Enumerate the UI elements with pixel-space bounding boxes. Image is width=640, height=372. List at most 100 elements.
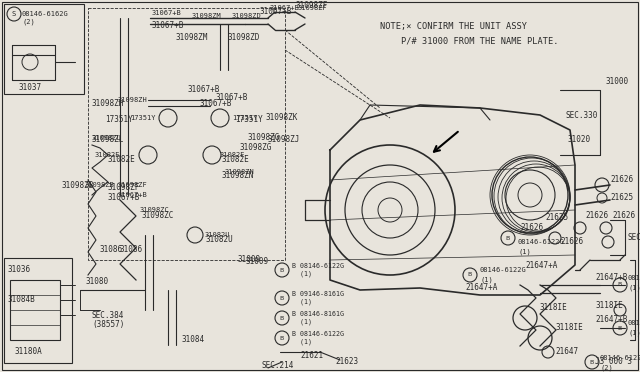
Text: 31082U: 31082U [205,235,233,244]
Text: 31067+B: 31067+B [108,193,140,202]
Text: 21647+A: 21647+A [525,260,557,269]
Text: SEC.311: SEC.311 [628,232,640,241]
Text: 17351Y: 17351Y [130,115,156,121]
Text: (2): (2) [600,365,612,371]
Text: 31067+B: 31067+B [215,93,248,103]
Text: 31067+B: 31067+B [152,20,184,29]
Bar [88,8,285,260]
Text: 21623: 21623 [335,357,358,366]
Text: 31098ZL: 31098ZL [92,135,124,144]
Text: J3 000 3: J3 000 3 [595,357,632,366]
Text: B: B [468,273,472,278]
Text: 31080: 31080 [85,278,108,286]
Text: 31098ZF: 31098ZF [108,183,140,192]
Text: 31098ZF: 31098ZF [118,182,148,188]
Text: 21625: 21625 [545,214,568,222]
Text: 21647+B: 21647+B [595,315,627,324]
Text: B 08146-6122G
  (1): B 08146-6122G (1) [292,331,344,345]
Text: B: B [280,315,284,321]
Text: 31098ZC: 31098ZC [142,211,174,219]
Text: 21647+A: 21647+A [465,283,497,292]
Text: B: B [590,359,594,365]
Text: 08146-6122G: 08146-6122G [518,239,564,245]
Text: 31082U: 31082U [205,232,230,238]
Text: 21647: 21647 [555,347,578,356]
Text: 31067+B: 31067+B [118,192,148,198]
Text: 31098ZF: 31098ZF [295,1,328,10]
Text: 31067+B: 31067+B [188,86,220,94]
Text: 31000: 31000 [605,77,628,87]
Text: 31098ZK: 31098ZK [265,113,298,122]
Text: 31009: 31009 [245,257,268,266]
Text: B: B [280,267,284,273]
Text: 21626: 21626 [560,237,583,247]
Text: 21647+B: 21647+B [595,273,627,282]
Text: 31036: 31036 [8,266,31,275]
Text: 31098ZB: 31098ZB [85,182,115,188]
Text: B 08146-6122G
  (1): B 08146-6122G (1) [292,263,344,277]
Text: 31009: 31009 [238,256,261,264]
Text: B: B [506,235,510,241]
Text: 31067+B: 31067+B [152,10,182,16]
Text: 3118IE: 3118IE [555,324,583,333]
Text: 31020: 31020 [568,135,591,144]
Text: 31086: 31086 [100,246,123,254]
Text: 21626: 21626 [585,211,608,219]
Bar [4,4,84,94]
Text: SEC.214: SEC.214 [262,360,294,369]
Text: NOTE;× CONFIRM THE UNIT ASSY
    P/# 31000 FROM THE NAME PLATE.: NOTE;× CONFIRM THE UNIT ASSY P/# 31000 F… [380,22,559,46]
Text: 08146-6122G: 08146-6122G [480,267,527,273]
Text: SEC.330: SEC.330 [565,110,597,119]
Text: (1): (1) [628,330,640,336]
Text: 17351Y: 17351Y [235,115,263,125]
Text: 08146-6122G: 08146-6122G [628,320,640,326]
Text: 31082E: 31082E [220,152,246,158]
Text: 31098ZJ: 31098ZJ [268,135,300,144]
Text: 31084: 31084 [182,336,205,344]
Text: B 08146-8161G
  (1): B 08146-8161G (1) [292,311,344,325]
Text: 31098ZM: 31098ZM [175,33,207,42]
Text: S: S [12,11,16,17]
Text: (38557): (38557) [92,321,124,330]
Text: 31082E: 31082E [95,152,120,158]
Text: 31082E: 31082E [222,155,250,164]
Text: (1): (1) [480,277,493,283]
Bar [10,280,60,340]
Text: 31098ZN: 31098ZN [222,170,254,180]
Text: 08146-6122G: 08146-6122G [600,355,640,361]
Text: 31037: 31037 [19,83,42,93]
Text: 3118IE: 3118IE [595,301,623,310]
Text: 21626: 21626 [520,224,543,232]
Text: (2): (2) [22,19,35,25]
Text: 3118IE: 3118IE [540,304,568,312]
Text: (1): (1) [628,285,640,291]
Text: B: B [618,326,622,330]
Text: 31098ZD: 31098ZD [228,33,260,42]
Text: B: B [280,295,284,301]
Text: 31098ZD: 31098ZD [232,13,262,19]
Text: 31098ZL: 31098ZL [92,135,122,141]
Text: 31067+B: 31067+B [270,5,300,11]
Text: 21626: 21626 [612,211,635,219]
Text: 31098ZG: 31098ZG [248,134,280,142]
Text: B: B [618,282,622,288]
Text: 31082E: 31082E [108,155,136,164]
Text: 31067+B: 31067+B [200,99,232,108]
Text: 31067+B: 31067+B [260,7,292,16]
Text: 31098ZN: 31098ZN [225,169,255,175]
Bar [4,258,72,363]
Text: 31098ZH: 31098ZH [118,97,148,103]
Text: 31098ZB: 31098ZB [62,180,94,189]
Text: 08146-6162G: 08146-6162G [22,11,68,17]
Text: B: B [280,336,284,340]
Text: (1): (1) [518,249,531,255]
Text: SEC.384: SEC.384 [92,311,124,320]
Text: 17351Y: 17351Y [105,115,132,125]
Text: 31180A: 31180A [14,347,42,356]
Text: 31098ZH: 31098ZH [92,99,124,108]
Text: 21625: 21625 [610,193,633,202]
Text: 17351Y: 17351Y [232,115,257,121]
Text: 31098ZC: 31098ZC [140,207,170,213]
Text: 31098ZG: 31098ZG [240,144,273,153]
Text: B 09146-8161G
  (1): B 09146-8161G (1) [292,291,344,305]
